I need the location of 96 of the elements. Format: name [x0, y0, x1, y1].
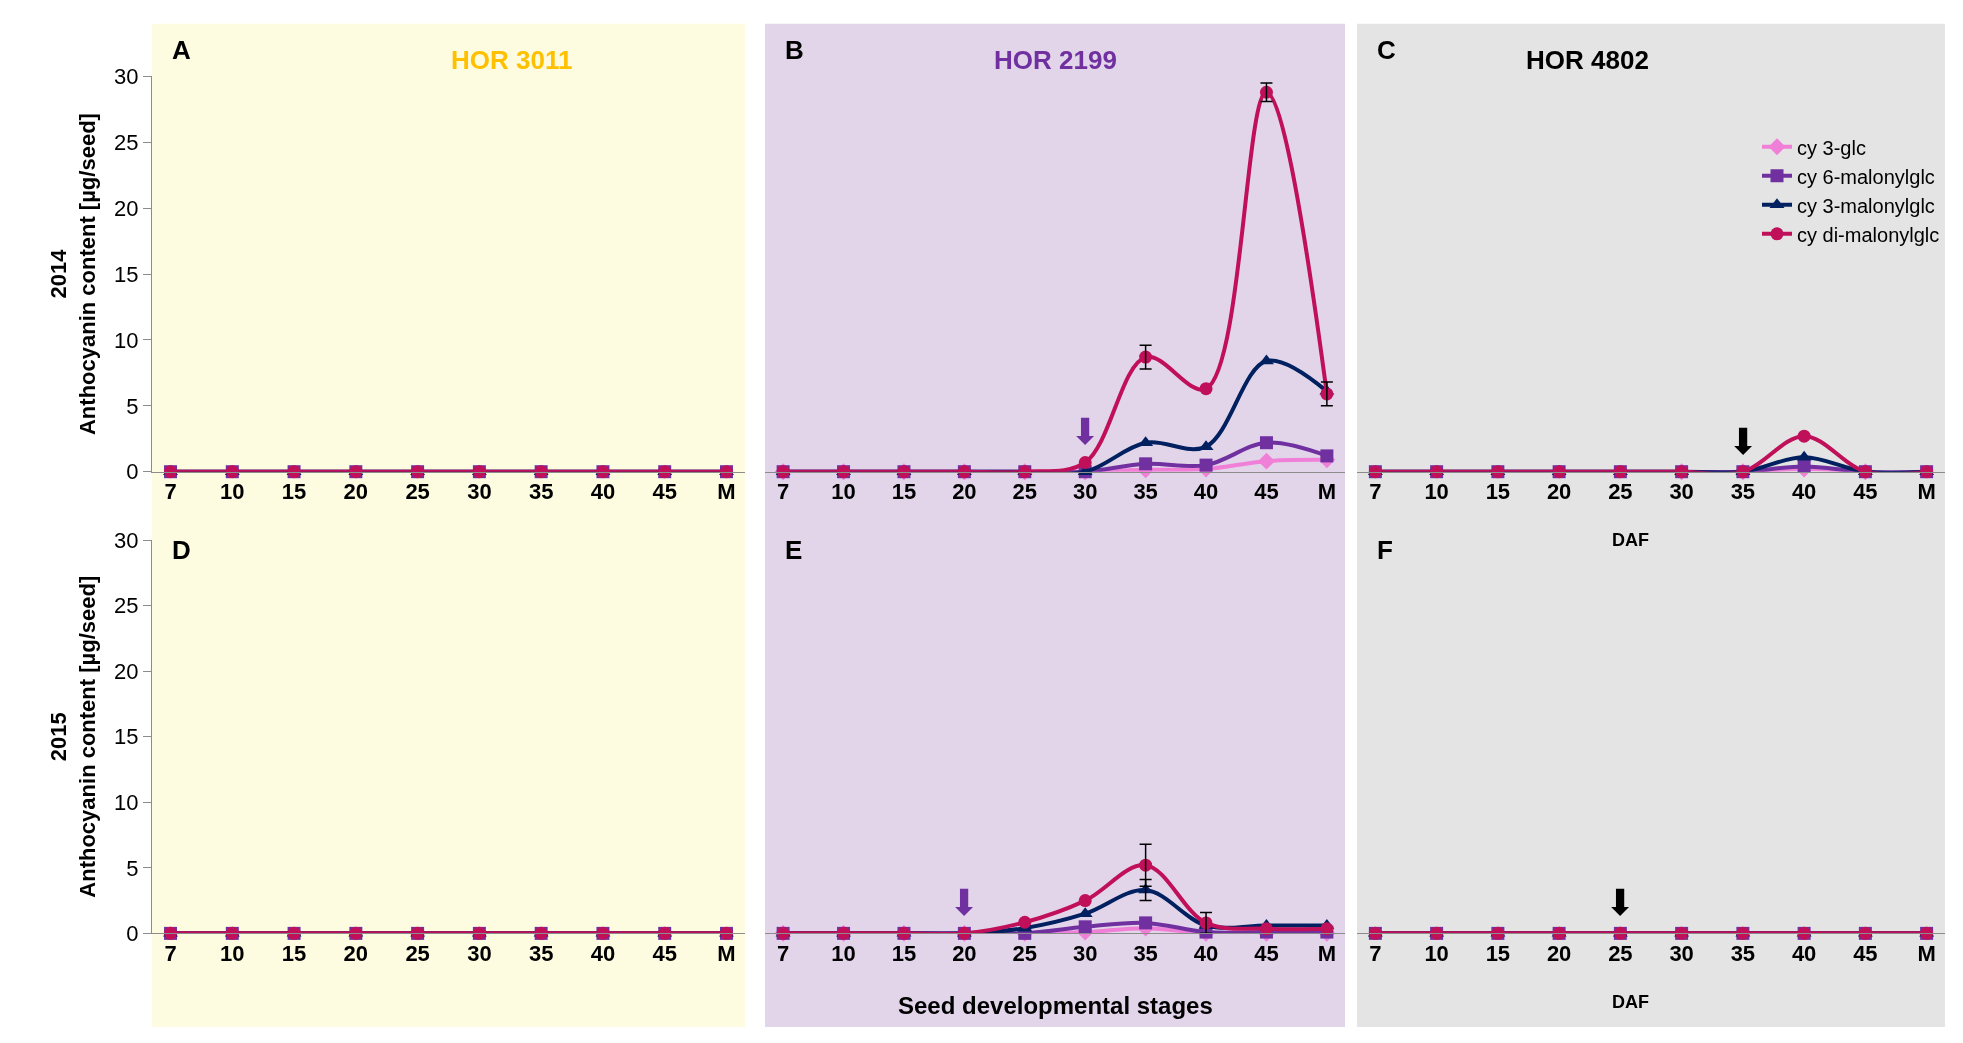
text: C	[1377, 35, 1396, 65]
x-tick-label: 45	[1853, 479, 1878, 505]
y-tick-label: 15	[114, 724, 139, 750]
x-tick-label: 35	[1730, 940, 1756, 966]
x-tick-label: 35	[1133, 940, 1158, 966]
x-tick-label: 30	[1669, 940, 1694, 966]
y-axis-title: 2014 Anthocyanin content [µg/seed]	[46, 113, 100, 436]
legend-label: cy di-malonylglc	[1797, 223, 1940, 246]
x-tick-label: 40	[590, 479, 616, 505]
x-tick-label: 7	[164, 940, 177, 966]
x-tick-label: 7	[164, 479, 177, 505]
x-tick-label: 20	[952, 940, 977, 966]
x-tick-label: 15	[281, 479, 307, 505]
annotation: D	[172, 535, 191, 565]
chart-title: HOR 3011	[451, 45, 573, 75]
x-tick-label: 20	[1546, 940, 1572, 966]
y-tick-label: 20	[114, 195, 139, 221]
y-tick-label: 0	[126, 921, 139, 947]
x-tick-label: M	[1917, 940, 1936, 966]
x-tick-label: 10	[1424, 479, 1449, 505]
text: A	[172, 35, 191, 65]
x-tick-label: 45	[1254, 940, 1279, 966]
annotation: E	[785, 535, 803, 565]
x-tick-label: 15	[281, 940, 307, 966]
x-tick-label: 25	[1012, 940, 1038, 966]
x-tick-label: 30	[1669, 479, 1694, 505]
annotation: ⬇	[1070, 411, 1101, 452]
legend-label: cy 6-malonylglc	[1797, 165, 1935, 188]
x-tick-label: M	[717, 479, 736, 505]
x-tick-label: 25	[1608, 940, 1633, 966]
x-tick-label: 10	[220, 479, 245, 505]
x-axis-title: DAF	[1612, 992, 1649, 1012]
x-tick-label: 45	[1254, 479, 1279, 505]
y-tick-label: 25	[114, 593, 139, 619]
y-tick-label: 10	[114, 789, 139, 815]
x-tick-label: 10	[1424, 940, 1449, 966]
x-tick-label: 15	[891, 479, 917, 505]
x-tick-label: 40	[590, 940, 616, 966]
x-tick-label: 40	[1193, 479, 1219, 505]
x-tick-label: 15	[1485, 479, 1511, 505]
x-tick-label: 35	[1133, 479, 1158, 505]
x-tick-label: 25	[1608, 479, 1633, 505]
x-tick-label: 10	[831, 940, 856, 966]
x-tick-label: 20	[343, 940, 369, 966]
chart-title: HOR 2199	[994, 45, 1117, 75]
x-tick-label: 7	[1369, 940, 1382, 966]
text: B	[785, 35, 804, 65]
x-tick-label: 40	[1791, 940, 1817, 966]
y-tick-label: 5	[126, 855, 139, 881]
x-tick-label: 30	[467, 479, 492, 505]
chart-title: HOR 4802	[1526, 45, 1649, 75]
annotation: F	[1377, 535, 1393, 565]
x-tick-label: 45	[652, 479, 677, 505]
x-tick-label: 7	[1369, 479, 1382, 505]
x-tick-label: 45	[652, 940, 677, 966]
x-tick-label: 35	[528, 479, 554, 505]
y-tick-label: 10	[114, 327, 139, 353]
x-tick-label: 15	[891, 940, 917, 966]
legend-label: cy 3-malonylglc	[1797, 194, 1935, 217]
x-tick-label: 20	[1546, 479, 1572, 505]
y-tick-label: 20	[114, 658, 139, 684]
y-tick-label: 5	[126, 393, 139, 419]
x-tick-label: M	[1317, 479, 1337, 505]
x-axis-title: Seed developmental stages	[898, 992, 1213, 1019]
annotation: ⬇	[1605, 882, 1636, 923]
x-tick-label: 20	[952, 479, 977, 505]
x-tick-label: 45	[1853, 940, 1878, 966]
x-tick-label: 7	[776, 479, 790, 505]
x-tick-label: 35	[528, 940, 554, 966]
y-tick-label: 25	[114, 130, 139, 155]
annotation: ⬇	[949, 882, 980, 923]
x-tick-label: 15	[1485, 940, 1511, 966]
x-tick-label: 25	[405, 940, 430, 966]
x-tick-label: 10	[831, 479, 856, 505]
x-tick-label: M	[717, 940, 736, 966]
y-axis-title: 2015 Anthocyanin content [µg/seed]	[46, 575, 100, 898]
legend-label: cy 3-glc	[1797, 136, 1866, 159]
x-tick-label: 10	[220, 940, 245, 966]
x-tick-label: 40	[1193, 940, 1219, 966]
x-axis-title: DAF	[1612, 530, 1649, 550]
x-tick-label: 25	[405, 479, 430, 505]
annotation: ⬇	[1728, 421, 1759, 462]
x-tick-label: M	[1917, 479, 1936, 505]
x-tick-label: 40	[1791, 479, 1817, 505]
y-tick-label: 0	[126, 459, 139, 485]
x-tick-label: 25	[1012, 479, 1038, 505]
x-tick-label: 20	[343, 479, 369, 505]
y-tick-label: 15	[114, 261, 139, 287]
x-tick-label: 35	[1730, 479, 1756, 505]
x-tick-label: 30	[1072, 479, 1098, 505]
x-tick-label: 30	[1072, 940, 1098, 966]
y-tick-label: 30	[114, 527, 139, 553]
x-tick-label: 30	[467, 940, 492, 966]
x-tick-label: M	[1317, 940, 1337, 966]
x-tick-label: 7	[776, 940, 790, 966]
y-tick-label: 30	[114, 64, 139, 90]
